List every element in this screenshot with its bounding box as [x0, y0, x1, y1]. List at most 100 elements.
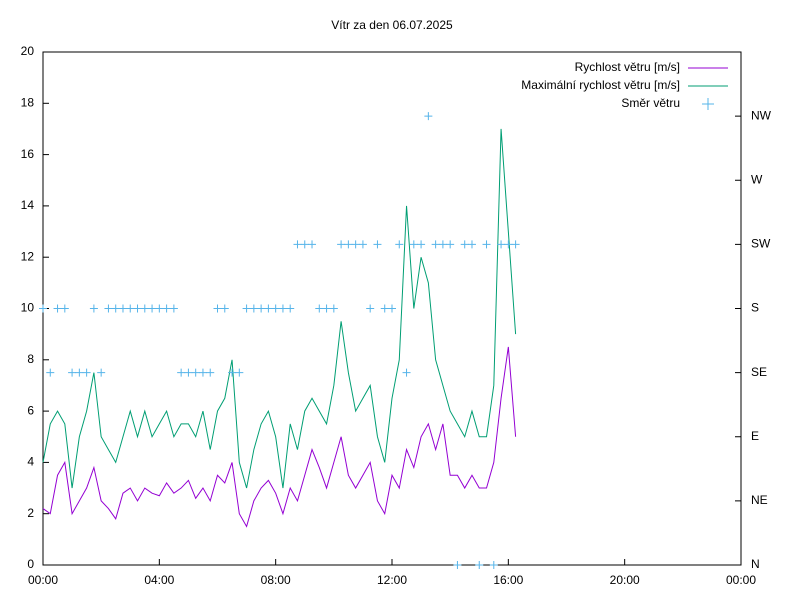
- direction-point: [504, 240, 513, 249]
- direction-point: [206, 368, 215, 377]
- y-tick-label: 16: [21, 147, 35, 161]
- direction-point: [497, 240, 506, 249]
- direction-point: [489, 561, 498, 569]
- y2-tick-label: E: [751, 429, 759, 443]
- direction-point: [511, 240, 520, 249]
- direction-point: [220, 304, 229, 313]
- x-tick-label: 08:00: [261, 573, 291, 587]
- chart-title: Vítr za den 06.07.2025: [331, 18, 453, 32]
- y2-tick-label: N: [751, 557, 760, 571]
- direction-point: [460, 240, 469, 249]
- legend-label: Rychlost větru [m/s]: [575, 60, 680, 74]
- direction-point: [402, 368, 411, 377]
- direction-point: [380, 304, 389, 313]
- direction-point: [417, 240, 426, 249]
- legend-label: Směr větru: [621, 96, 680, 110]
- direction-point: [242, 304, 251, 313]
- direction-point: [111, 304, 120, 313]
- direction-point: [373, 240, 382, 249]
- direction-point: [271, 304, 280, 313]
- x-tick-label: 00:00: [726, 573, 756, 587]
- y-tick-label: 0: [27, 557, 34, 571]
- direction-point: [53, 304, 62, 313]
- direction-point: [68, 368, 77, 377]
- direction-point: [293, 240, 302, 249]
- x-tick-label: 12:00: [377, 573, 407, 587]
- direction-point: [475, 561, 484, 569]
- direction-point: [169, 304, 178, 313]
- direction-point: [438, 240, 447, 249]
- direction-point: [228, 368, 237, 377]
- y2-tick-label: S: [751, 301, 759, 315]
- direction-point: [482, 240, 491, 249]
- direction-point: [191, 368, 200, 377]
- direction-point: [39, 304, 47, 313]
- y2-tick-label: W: [751, 172, 763, 186]
- x-tick-label: 16:00: [493, 573, 523, 587]
- direction-point: [388, 304, 396, 313]
- y-tick-label: 6: [27, 403, 34, 417]
- direction-point: [148, 304, 157, 313]
- direction-point: [213, 304, 222, 313]
- legend-marker: [702, 98, 714, 110]
- y2-tick-label: SW: [751, 237, 771, 251]
- direction-point: [133, 304, 142, 313]
- x-tick-label: 20:00: [610, 573, 640, 587]
- series-line: [42, 346, 517, 528]
- direction-point: [60, 304, 69, 313]
- direction-point: [446, 240, 455, 249]
- direction-point: [431, 240, 440, 249]
- y-tick-label: 12: [21, 249, 35, 263]
- direction-point: [46, 368, 55, 377]
- direction-point: [278, 304, 287, 313]
- direction-point: [264, 304, 273, 313]
- direction-point: [97, 368, 106, 377]
- direction-point: [300, 240, 309, 249]
- direction-point: [89, 304, 98, 313]
- direction-point: [329, 304, 338, 313]
- direction-point: [198, 368, 207, 377]
- direction-point: [337, 240, 346, 249]
- direction-point: [358, 240, 367, 249]
- direction-point: [82, 368, 91, 377]
- direction-point: [235, 368, 244, 377]
- x-tick-label: 04:00: [144, 573, 174, 587]
- y-tick-label: 20: [21, 44, 35, 58]
- legend-label: Maximální rychlost větru [m/s]: [521, 78, 680, 92]
- y-tick-label: 8: [27, 352, 34, 366]
- direction-point: [395, 240, 404, 249]
- direction-point: [409, 240, 418, 249]
- direction-point: [467, 240, 476, 249]
- direction-point: [140, 304, 149, 313]
- direction-point: [453, 561, 462, 569]
- y-tick-label: 14: [21, 198, 35, 212]
- direction-point: [315, 304, 324, 313]
- direction-point: [118, 304, 127, 313]
- direction-point: [126, 304, 135, 313]
- direction-point: [366, 304, 375, 313]
- y-tick-label: 18: [21, 95, 35, 109]
- direction-point: [257, 304, 266, 313]
- y-tick-label: 10: [21, 301, 35, 315]
- direction-point: [308, 240, 317, 249]
- direction-point: [75, 368, 84, 377]
- direction-point: [424, 112, 433, 121]
- direction-point: [249, 304, 258, 313]
- y2-tick-label: SE: [751, 365, 767, 379]
- y-tick-label: 4: [27, 455, 34, 469]
- direction-point: [155, 304, 164, 313]
- direction-point: [322, 304, 331, 313]
- y-tick-label: 2: [27, 506, 34, 520]
- direction-point: [351, 240, 360, 249]
- direction-point: [177, 368, 186, 377]
- direction-point: [286, 304, 295, 313]
- y2-tick-label: NW: [751, 108, 772, 122]
- direction-point: [344, 240, 353, 249]
- direction-point: [184, 368, 193, 377]
- y2-tick-label: NE: [751, 493, 768, 507]
- x-tick-label: 00:00: [28, 573, 58, 587]
- direction-point: [104, 304, 113, 313]
- direction-point: [162, 304, 171, 313]
